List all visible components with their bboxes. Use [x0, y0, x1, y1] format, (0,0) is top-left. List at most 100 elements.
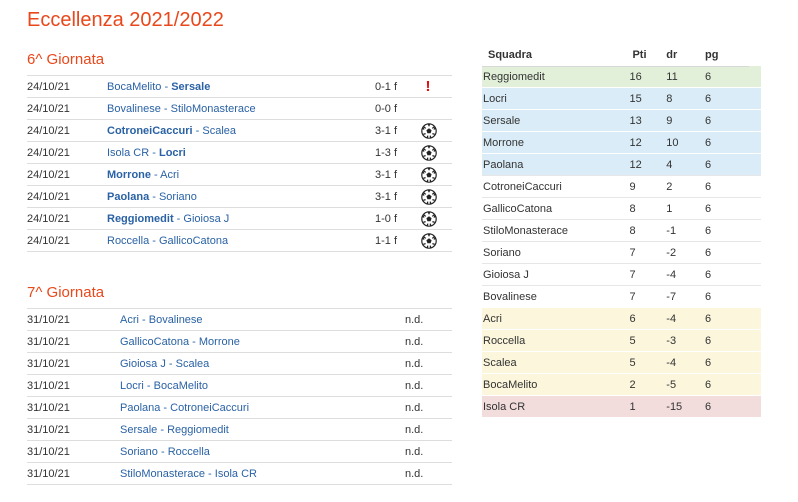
standings-header-row: Squadra Pti dr pg [482, 44, 761, 66]
home-team-link[interactable]: Locri [120, 379, 144, 392]
away-team-link[interactable]: Morrone [198, 335, 240, 348]
team-separator[interactable]: - [143, 379, 154, 392]
soccer-ball-icon[interactable] [421, 166, 437, 183]
away-team-link[interactable]: Scalea [202, 124, 236, 137]
team-separator[interactable]: - [151, 168, 161, 181]
team-separator[interactable]: - [149, 234, 159, 247]
standings-points: 16 [619, 65, 667, 88]
standings-header-divider [482, 66, 749, 67]
away-team-link[interactable]: Soriano [158, 190, 197, 203]
standings-team: Morrone [482, 131, 620, 154]
home-team-link[interactable]: Acri [120, 313, 139, 326]
standings-team: Bovalinese [482, 285, 620, 308]
away-team-link[interactable]: Acri [160, 168, 180, 181]
team-separator[interactable]: - [157, 423, 168, 436]
standings-goal-difference: -3 [666, 329, 705, 352]
match-row: 31/10/21 Soriano - Roccella n.d. [27, 440, 452, 463]
match-row: 24/10/21 Morrone - Acri 3-1 f [27, 163, 452, 186]
match-date: 24/10/21 [27, 229, 107, 252]
home-team-link[interactable]: Bovalinese [107, 102, 161, 115]
team-separator[interactable]: - [160, 102, 171, 115]
standings-points: 5 [619, 329, 667, 352]
match-date: 31/10/21 [27, 418, 120, 441]
match-date: 24/10/21 [27, 185, 107, 208]
standings-team: Locri [482, 87, 620, 110]
match-row: 24/10/21 Paolana - Soriano 3-1 f [27, 185, 452, 208]
team-separator[interactable]: - [149, 146, 159, 159]
soccer-ball-icon[interactable] [421, 188, 437, 205]
home-team-link[interactable]: GallicoCatona [120, 335, 190, 348]
match-teams: Isola CR - Locri [107, 141, 375, 164]
home-team-link[interactable]: Paolana [107, 190, 150, 203]
standings-row: BocaMelito 2 -5 6 [482, 373, 761, 396]
away-team-link[interactable]: Reggiomedit [167, 423, 229, 436]
home-team-link[interactable]: CotroneiCaccuri [107, 124, 193, 137]
away-team-link[interactable]: BocaMelito [153, 379, 209, 392]
standings-row: Locri 15 8 6 [482, 87, 761, 110]
away-team-link[interactable]: Sersale [171, 80, 211, 93]
match-date: 31/10/21 [27, 352, 120, 375]
away-team-link[interactable]: CotroneiCaccuri [170, 401, 250, 414]
match-teams: Paolana - CotroneiCaccuri [120, 396, 405, 419]
match-teams: Gioiosa J - Scalea [120, 352, 405, 375]
home-team-link[interactable]: Morrone [107, 168, 151, 181]
standings-goal-difference: -4 [666, 307, 705, 330]
soccer-ball-icon[interactable] [421, 232, 437, 249]
home-team-link[interactable]: Reggiomedit [107, 212, 174, 225]
standings-team: CotroneiCaccuri [482, 175, 620, 198]
team-separator[interactable]: - [161, 80, 172, 93]
away-team-link[interactable]: Scalea [175, 357, 210, 370]
standings-games-played: 6 [704, 87, 761, 110]
team-separator[interactable]: - [138, 313, 149, 326]
away-team-link[interactable]: Roccella [167, 445, 210, 458]
away-team-link[interactable]: Bovalinese [148, 313, 203, 326]
match-score: n.d. [405, 352, 452, 375]
away-team-link[interactable]: Isola CR [214, 467, 257, 480]
soccer-ball-icon[interactable] [421, 122, 437, 139]
away-team-link[interactable]: Gioiosa J [183, 212, 230, 225]
standings-row: Bovalinese 7 -7 6 [482, 285, 761, 308]
page-title: Eccellenza 2021/2022 [27, 9, 224, 31]
home-team-link[interactable]: BocaMelito [107, 80, 162, 93]
match-score: 0-1 f [375, 75, 421, 98]
home-team-link[interactable]: Paolana [120, 401, 161, 414]
standings-games-played: 6 [704, 241, 761, 264]
standings-points: 1 [619, 395, 667, 417]
team-separator[interactable]: - [149, 190, 159, 203]
home-team-link[interactable]: Soriano [120, 445, 158, 458]
soccer-ball-icon[interactable] [421, 144, 437, 161]
away-team-link[interactable]: StiloMonasterace [170, 102, 256, 115]
team-separator[interactable]: - [165, 357, 176, 370]
match-score: 3-1 f [375, 119, 421, 142]
standings-row: Roccella 5 -3 6 [482, 329, 761, 352]
match-date: 31/10/21 [27, 440, 120, 463]
home-team-link[interactable]: Roccella [107, 234, 150, 247]
team-separator[interactable]: - [192, 124, 203, 137]
standings-games-played: 6 [704, 351, 761, 374]
team-separator[interactable]: - [173, 212, 184, 225]
match-teams: Reggiomedit - Gioiosa J [107, 207, 375, 230]
team-separator[interactable]: - [205, 467, 215, 480]
away-team-link[interactable]: Locri [158, 146, 186, 159]
standings-points: 7 [619, 285, 667, 308]
team-separator[interactable]: - [160, 401, 171, 414]
match-teams: Morrone - Acri [107, 163, 375, 186]
home-team-link[interactable]: Sersale [120, 423, 158, 436]
alert-icon[interactable]: ! [425, 78, 431, 95]
team-separator[interactable]: - [157, 445, 168, 458]
standings-points: 6 [619, 307, 667, 330]
standings-games-played: 6 [704, 395, 761, 417]
match-row: 24/10/21 Reggiomedit - Gioiosa J 1-0 f [27, 207, 452, 230]
soccer-ball-icon[interactable] [421, 210, 437, 227]
match-row: 31/10/21 Sersale - Reggiomedit n.d. [27, 418, 452, 441]
home-team-link[interactable]: Gioiosa J [120, 357, 166, 370]
home-team-link[interactable]: Isola CR [107, 146, 150, 159]
match-date: 24/10/21 [27, 163, 107, 186]
away-team-link[interactable]: GallicoCatona [158, 234, 229, 247]
home-team-link[interactable]: StiloMonasterace [120, 467, 205, 480]
match-date: 24/10/21 [27, 141, 107, 164]
standings-goal-difference: 9 [666, 109, 705, 132]
header-games-played: pg [704, 48, 719, 61]
match-score: 3-1 f [375, 163, 421, 186]
team-separator[interactable]: - [189, 335, 199, 348]
